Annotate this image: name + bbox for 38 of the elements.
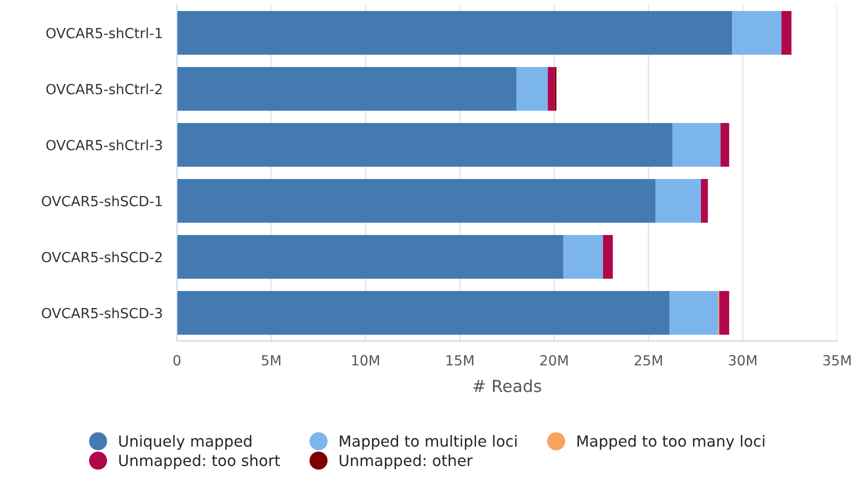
bar xyxy=(548,67,555,111)
bar xyxy=(176,67,516,111)
x-axis-title: # Reads xyxy=(473,379,542,392)
x-tick-label: 30M xyxy=(729,355,756,366)
x-tick-label: 20M xyxy=(540,355,568,366)
legend-label: Mapped to multiple loci xyxy=(340,435,517,450)
bar xyxy=(655,179,701,223)
bar xyxy=(176,291,670,335)
x-tick-label: 0 xyxy=(173,355,180,366)
bar xyxy=(672,123,721,167)
bar xyxy=(516,67,548,111)
legend-label: Unmapped: too short xyxy=(119,454,280,470)
bar xyxy=(732,11,782,55)
y-tick-label: OVCAR5-shSCD-3 xyxy=(42,308,162,318)
bar xyxy=(176,123,672,167)
legend-label: Unmapped: other xyxy=(340,454,473,470)
x-tick-label: 10M xyxy=(352,355,380,366)
y-tick-label: OVCAR5-shCtrl-1 xyxy=(46,28,162,38)
y-tick-label: OVCAR5-shSCD-1 xyxy=(42,196,162,206)
bar xyxy=(781,11,792,55)
bar xyxy=(563,235,604,279)
bar xyxy=(720,123,730,167)
legend-label: Mapped to too many loci xyxy=(578,435,764,450)
x-tick-label: 35M xyxy=(823,355,851,366)
y-tick-label: OVCAR5-shSCD-2 xyxy=(42,252,162,262)
bar xyxy=(603,235,613,279)
legend-label: Uniquely mapped xyxy=(119,435,252,450)
bar xyxy=(700,179,708,223)
x-tick-label: 25M xyxy=(634,355,662,366)
bar xyxy=(176,11,732,55)
bar xyxy=(719,291,730,335)
bar xyxy=(176,235,564,279)
y-tick-label: OVCAR5-shCtrl-2 xyxy=(46,84,162,94)
x-tick-label: 15M xyxy=(446,355,474,366)
bar xyxy=(176,179,656,223)
bar xyxy=(670,291,718,335)
x-tick-label: 5M xyxy=(262,355,280,366)
y-tick-label: OVCAR5-shCtrl-3 xyxy=(46,140,162,150)
